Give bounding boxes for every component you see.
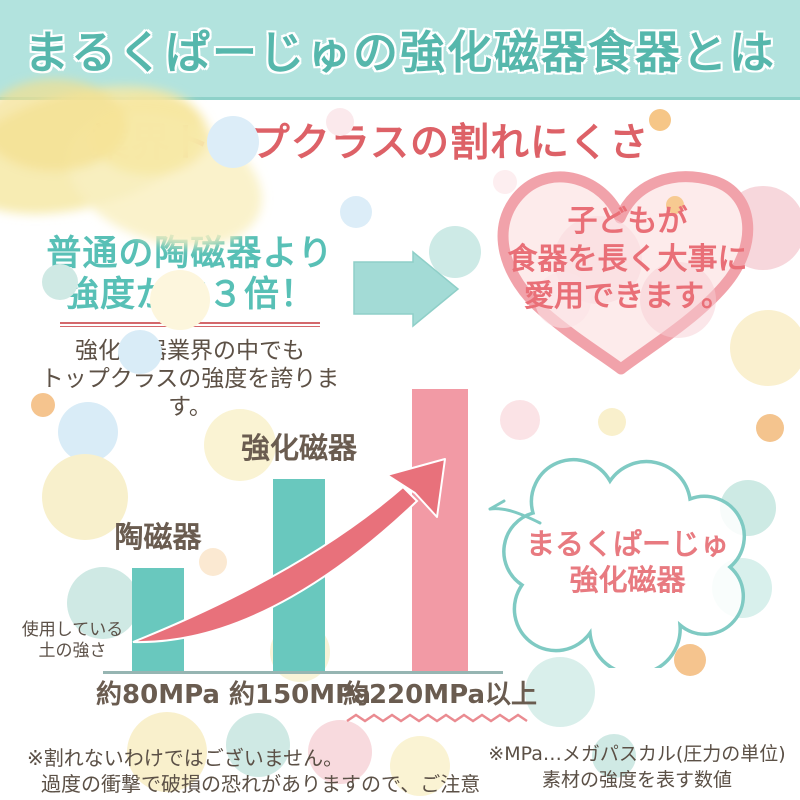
bar-group-marukupaju: 約220MPa以上: [340, 389, 540, 723]
bar-toujiki: [132, 568, 184, 671]
chart-baseline: [103, 671, 503, 674]
bar-label: 強化磁器: [240, 431, 357, 465]
footnote-mpa: ※MPa…メガパスカル(圧力の単位) 素材の強度を表す数値: [482, 742, 792, 793]
bubble-line2: 強化磁器: [569, 562, 686, 597]
bar-group-toujiki: 陶磁器 約80MPa: [88, 514, 228, 710]
page-title: まるくぱーじゅの強化磁器食器とは: [23, 26, 776, 79]
growth-arrow-icon: [132, 458, 446, 644]
tick-label: 約80MPa: [96, 680, 220, 710]
footnote-caution-line1: ※割れないわけではございません。: [27, 746, 344, 770]
wavy-underline-icon: [346, 713, 528, 723]
footnote-mpa-line1: ※MPa…メガパスカル(圧力の単位): [488, 743, 786, 765]
heart-icon: [497, 171, 754, 375]
footnote-mpa-line2: 素材の強度を表す数値: [541, 768, 732, 791]
bar-marukupaju: [412, 389, 468, 671]
claim-note-line1: 強化磁器業界の中でも: [75, 337, 305, 364]
bar-label: 陶磁器: [114, 520, 202, 554]
tick-label: 約150MPa: [229, 680, 372, 710]
bubble-text: まるくぱーじゅ 強化磁器: [505, 527, 750, 598]
claim-note-line2: トップクラスの強度を誇ります。: [40, 365, 340, 420]
header-banner: まるくぱーじゅの強化磁器食器とは: [0, 0, 800, 100]
benefit-line1: 子どもが: [567, 204, 688, 239]
benefit-line2: 食器を長く大事に: [507, 241, 748, 277]
speech-bubble-icon: [488, 457, 747, 668]
arrow-right-icon: [353, 250, 460, 328]
footnote-caution-line2: 過度の衝撃で破損の恐れがありますので、ご注意ください。: [41, 771, 481, 800]
bubble-line1: まるくぱーじゅ: [525, 527, 729, 561]
y-axis-label: 使用している 土の強さ: [21, 620, 124, 662]
benefit-line3: 愛用できます。: [524, 279, 731, 314]
footnote-caution: ※割れないわけではございません。 過度の衝撃で破損の恐れがありますので、ご注意く…: [27, 746, 487, 800]
benefit-text: 子どもが 食器を長く大事に 愛用できます。: [495, 203, 760, 316]
tick-label: 約220MPa以上: [342, 680, 538, 710]
